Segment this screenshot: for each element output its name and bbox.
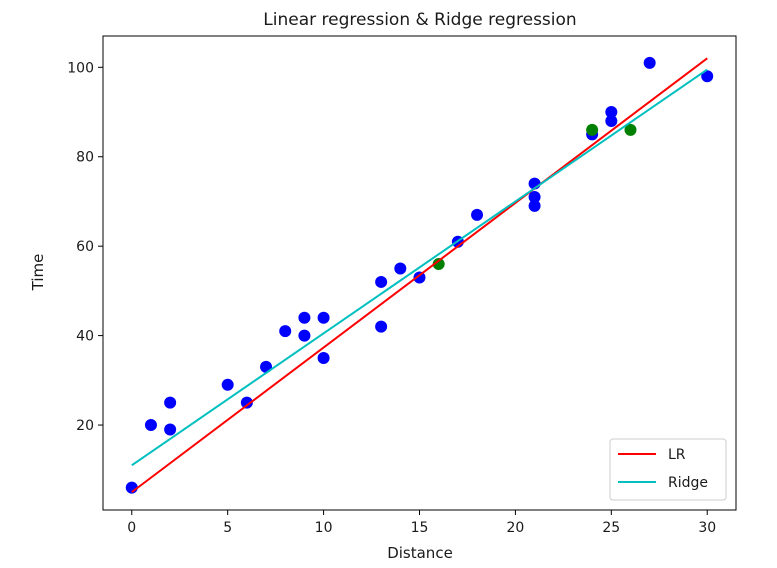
x-tick-label: 10 bbox=[315, 520, 333, 536]
scatter-point bbox=[240, 396, 253, 409]
scatter-point bbox=[164, 423, 177, 436]
regression-line-ridge bbox=[131, 68, 708, 467]
scatter-point bbox=[605, 106, 618, 119]
x-tick-label: 0 bbox=[127, 520, 136, 536]
legend-label: Ridge bbox=[668, 475, 708, 491]
y-tick-label: 80 bbox=[76, 150, 94, 166]
scatter-point bbox=[624, 123, 637, 136]
scatter-point bbox=[375, 320, 388, 333]
y-tick-label: 60 bbox=[76, 239, 94, 255]
y-tick-label: 20 bbox=[76, 418, 94, 434]
scatter-point bbox=[605, 114, 618, 127]
scatter-point bbox=[375, 275, 388, 288]
scatter-point bbox=[586, 123, 599, 136]
y-axis-label: Time bbox=[29, 254, 47, 292]
x-tick-label: 15 bbox=[411, 520, 429, 536]
plot-area: 0 5 10 15 20 25 30 20 40 60 80 100 bbox=[67, 35, 737, 536]
scatter-point bbox=[317, 311, 330, 324]
x-tick-label: 25 bbox=[602, 520, 620, 536]
scatter-point bbox=[471, 208, 484, 221]
scatter-point bbox=[413, 271, 426, 284]
regression-line-lr bbox=[131, 57, 708, 493]
scatter-point bbox=[643, 56, 656, 69]
y-tick-label: 40 bbox=[76, 329, 94, 345]
y-tick-label: 100 bbox=[67, 60, 94, 76]
legend-label: LR bbox=[668, 447, 686, 463]
x-axis-label: Distance bbox=[387, 544, 453, 562]
scatter-point bbox=[221, 378, 234, 391]
scatter-point bbox=[317, 351, 330, 364]
scatter-point bbox=[164, 396, 177, 409]
scatter-point bbox=[528, 190, 541, 203]
scatter-point bbox=[394, 262, 407, 275]
legend: LR Ridge bbox=[609, 438, 727, 501]
scatter-point bbox=[432, 258, 445, 271]
x-tick-label: 20 bbox=[506, 520, 524, 536]
scatter-point bbox=[701, 70, 714, 83]
scatter-point bbox=[144, 419, 157, 432]
x-tick-label: 5 bbox=[223, 520, 232, 536]
scatter-point bbox=[528, 199, 541, 212]
scatter-point bbox=[279, 325, 292, 338]
x-tick-label: 30 bbox=[698, 520, 716, 536]
chart-title: Linear regression & Ridge regression bbox=[263, 10, 576, 30]
scatter-point bbox=[298, 329, 311, 342]
scatter-point bbox=[298, 311, 311, 324]
